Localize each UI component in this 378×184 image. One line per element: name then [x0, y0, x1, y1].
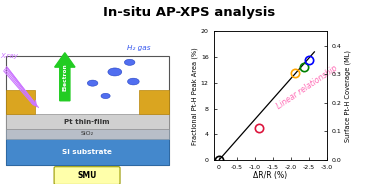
- Text: In-situ AP-XPS analysis: In-situ AP-XPS analysis: [103, 6, 275, 19]
- Bar: [6, 114, 169, 129]
- Text: Electron: Electron: [62, 63, 67, 91]
- Ellipse shape: [101, 93, 110, 99]
- Bar: [6, 90, 35, 114]
- Text: SMU: SMU: [77, 171, 97, 180]
- Y-axis label: Fractional Pt-H Peak Area (%): Fractional Pt-H Peak Area (%): [192, 47, 198, 145]
- Ellipse shape: [87, 80, 98, 86]
- Text: Pt thin-film: Pt thin-film: [64, 118, 110, 125]
- Bar: [6, 139, 169, 165]
- Text: H₂ gas: H₂ gas: [127, 45, 151, 51]
- Bar: [139, 90, 169, 114]
- Text: X-ray: X-ray: [0, 53, 18, 59]
- Ellipse shape: [124, 59, 135, 65]
- Y-axis label: Surface Pt-H Coverage (ML): Surface Pt-H Coverage (ML): [344, 50, 351, 142]
- FancyArrow shape: [55, 53, 75, 101]
- Ellipse shape: [108, 68, 122, 76]
- Text: SiO₂: SiO₂: [81, 131, 94, 136]
- Text: Linear relationship: Linear relationship: [275, 63, 339, 111]
- Text: Si substrate: Si substrate: [62, 149, 112, 155]
- Bar: [6, 129, 169, 139]
- X-axis label: ΔR/R (%): ΔR/R (%): [253, 171, 287, 180]
- FancyBboxPatch shape: [54, 167, 120, 184]
- Ellipse shape: [127, 78, 139, 85]
- Bar: [6, 56, 169, 165]
